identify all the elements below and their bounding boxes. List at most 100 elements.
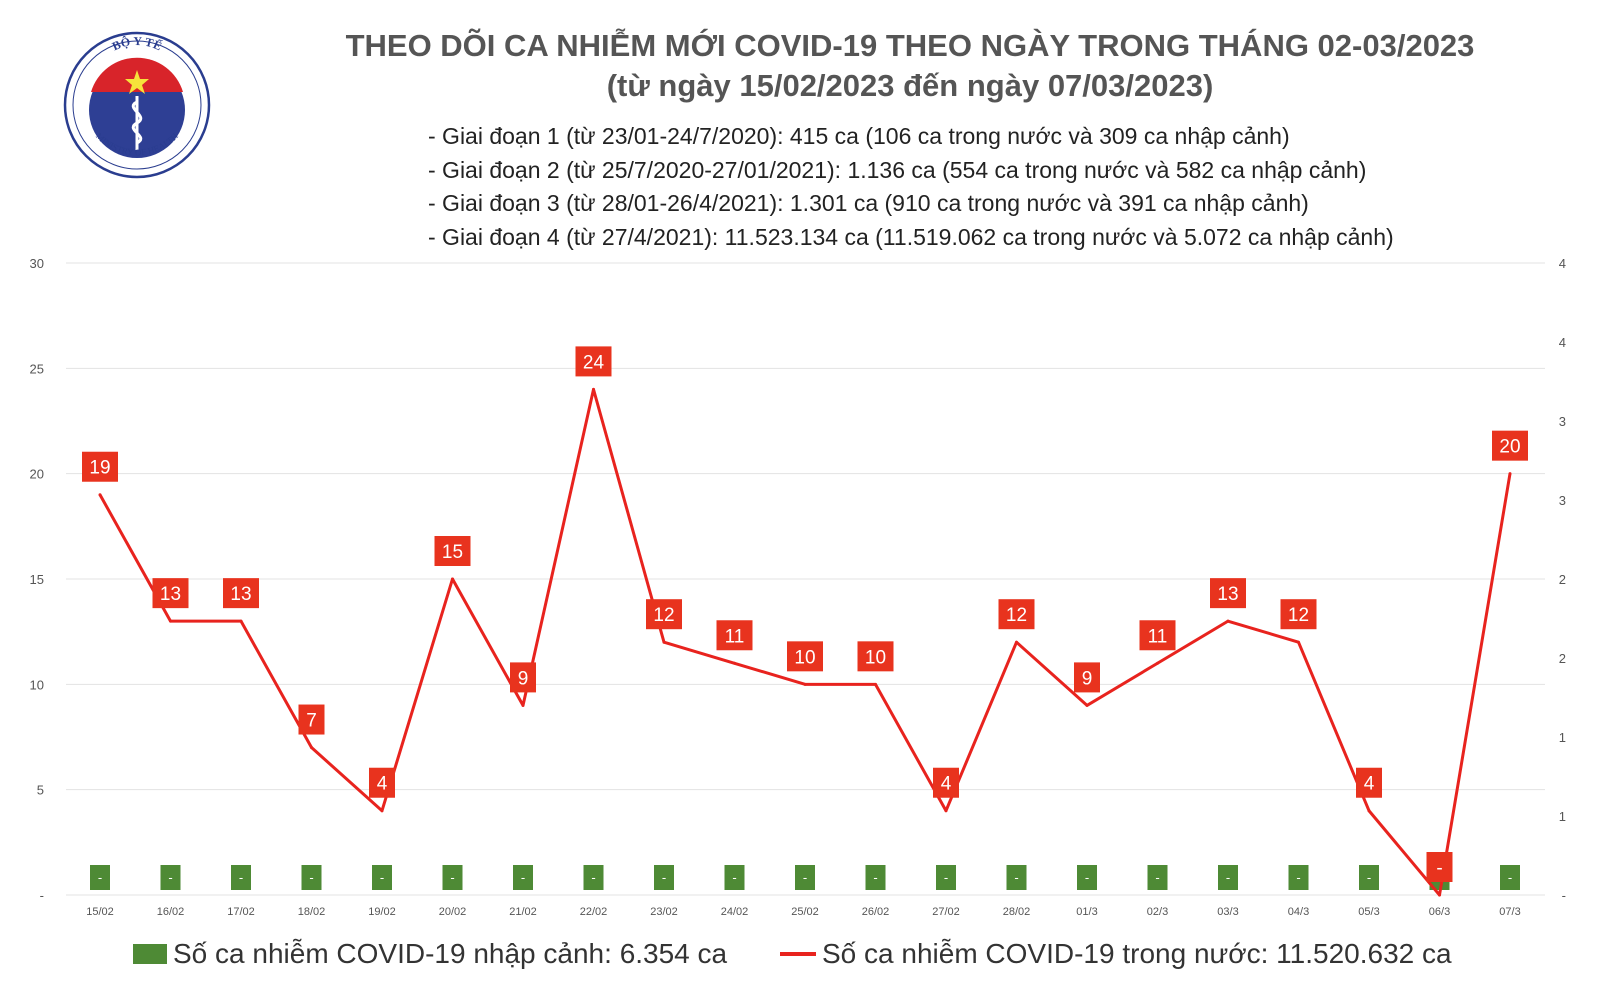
line-data-label: 13: [160, 584, 181, 605]
bar-imported: [231, 865, 251, 890]
line-point: [1297, 640, 1300, 644]
line-data-label: 20: [1499, 437, 1520, 458]
legend-swatch-line: [780, 952, 816, 956]
line-point: [310, 746, 313, 750]
y-right-tick-label: 2: [1559, 651, 1566, 666]
bar-imported: [1500, 865, 1520, 890]
x-tick-label: 28/02: [1003, 906, 1031, 918]
line-data-label: 12: [653, 605, 674, 626]
line-data-label: 9: [1082, 668, 1093, 689]
x-tick-label: 16/02: [157, 906, 185, 918]
y-right-tick-label: 4: [1559, 256, 1566, 271]
bar-imported: [1147, 865, 1168, 890]
line-point: [1226, 619, 1230, 623]
line-data-label: 10: [865, 647, 886, 668]
bar-imported: [1006, 865, 1027, 890]
data-label-box: [82, 451, 118, 482]
y-left-tick-label: 25: [30, 361, 44, 376]
bar-data-label: -: [1296, 870, 1300, 885]
legend-label-domestic: Số ca nhiễm COVID-19 trong nước: 11.520.…: [822, 938, 1452, 969]
bar-data-label: -: [1226, 870, 1230, 885]
bar-imported: [865, 865, 886, 890]
x-tick-label: 23/02: [650, 906, 678, 918]
legend-label-imported: Số ca nhiễm COVID-19 nhập cảnh: 6.354 ca: [173, 938, 728, 969]
bar-imported: [724, 865, 745, 890]
data-label-box: [510, 662, 536, 693]
bar-imported: [160, 865, 181, 890]
bar-data-label: -: [873, 870, 877, 885]
line-point: [1085, 703, 1089, 707]
bar-data-label: -: [1367, 870, 1371, 885]
bar-data-label: -: [239, 870, 243, 885]
bar-data-label: -: [1155, 870, 1159, 885]
x-tick-label: 02/3: [1147, 906, 1168, 918]
stage-3-summary: - Giai đoạn 3 (từ 28/01-26/4/2021): 1.30…: [428, 190, 1309, 216]
data-label-box: [152, 578, 189, 609]
bar-imported: [1288, 865, 1309, 890]
x-tick-label: 20/02: [439, 906, 467, 918]
legend-item-imported: Số ca nhiễm COVID-19 nhập cảnh: 6.354 ca: [133, 938, 727, 970]
y-right-tick-label: 3: [1559, 414, 1566, 429]
x-tick-label: 04/3: [1288, 906, 1309, 918]
y-right-tick-label: 1: [1559, 809, 1566, 824]
y-right-tick-label: 3: [1559, 493, 1566, 508]
y-left-tick-label: 30: [30, 256, 44, 271]
data-label-box: [716, 620, 753, 651]
data-label-box: [1426, 852, 1453, 882]
data-label-box: [787, 641, 823, 672]
line-point: [874, 682, 877, 686]
data-label-box: [1074, 662, 1100, 693]
x-tick-label: 22/02: [580, 906, 608, 918]
line-point: [803, 682, 807, 686]
y-right-tick-label: -: [1562, 888, 1566, 903]
line-point: [662, 640, 666, 644]
y-left-tick-label: 10: [30, 677, 44, 692]
y-right-tick-label: 4: [1559, 335, 1566, 350]
title-line-2: (từ ngày 15/02/2023 đến ngày 07/03/2023): [606, 68, 1214, 103]
line-data-label: 7: [306, 711, 317, 732]
bar-imported: [301, 865, 322, 890]
line-data-label: 24: [583, 352, 605, 373]
bar-data-label: -: [309, 870, 313, 885]
data-label-box: [1139, 620, 1176, 651]
bar-data-label: -: [521, 870, 525, 885]
line-point: [1156, 661, 1159, 665]
y-left-tick-label: 20: [30, 467, 44, 482]
stage-2-summary: - Giai đoạn 2 (từ 25/7/2020-27/01/2021):…: [428, 156, 1367, 183]
ministry-of-health-logo: BỘ Y TẾ MINISTRY OF HEALTH: [63, 31, 211, 179]
data-label-box: [1210, 578, 1246, 609]
bar-data-label: -: [168, 870, 172, 885]
bar-data-label: -: [1085, 870, 1089, 885]
x-tick-label: 06/3: [1429, 906, 1450, 918]
line-data-label: 12: [1288, 605, 1309, 626]
title-line-1: THEO DÕI CA NHIỄM MỚI COVID-19 THEO NGÀY…: [345, 28, 1475, 63]
line-point: [1367, 809, 1371, 813]
y-left-tick-label: 5: [37, 783, 44, 798]
x-tick-label: 21/02: [509, 906, 537, 918]
line-point: [169, 619, 172, 623]
bar-imported: [372, 865, 392, 890]
line-point: [733, 661, 736, 665]
stage-4-summary: - Giai đoạn 4 (từ 27/4/2021): 11.523.134…: [428, 223, 1394, 250]
line-point: [1438, 893, 1441, 897]
bar-data-label: -: [1014, 870, 1018, 885]
bar-imported: [442, 865, 463, 890]
bar-data-label: -: [803, 870, 807, 885]
bar-data-label: -: [944, 870, 948, 885]
x-tick-label: 24/02: [721, 906, 749, 918]
stage-summary-list: - Giai đoạn 1 (từ 23/01-24/7/2020): 415 …: [428, 120, 1394, 254]
x-tick-label: 27/02: [932, 906, 960, 918]
line-data-label: 12: [1006, 605, 1027, 626]
bar-data-label: -: [450, 870, 454, 885]
data-label-box: [575, 346, 612, 377]
y-right-tick-label: 2: [1559, 572, 1566, 587]
bar-imported: [1077, 865, 1097, 890]
x-tick-label: 03/3: [1217, 906, 1238, 918]
svg-text:BỘ Y TẾ: BỘ Y TẾ: [110, 34, 164, 53]
line-data-label: 4: [377, 774, 388, 795]
line-point: [380, 809, 384, 813]
x-tick-label: 01/3: [1076, 906, 1097, 918]
legend-item-domestic: Số ca nhiễm COVID-19 trong nước: 11.520.…: [780, 938, 1452, 970]
data-label-box: [298, 704, 325, 735]
